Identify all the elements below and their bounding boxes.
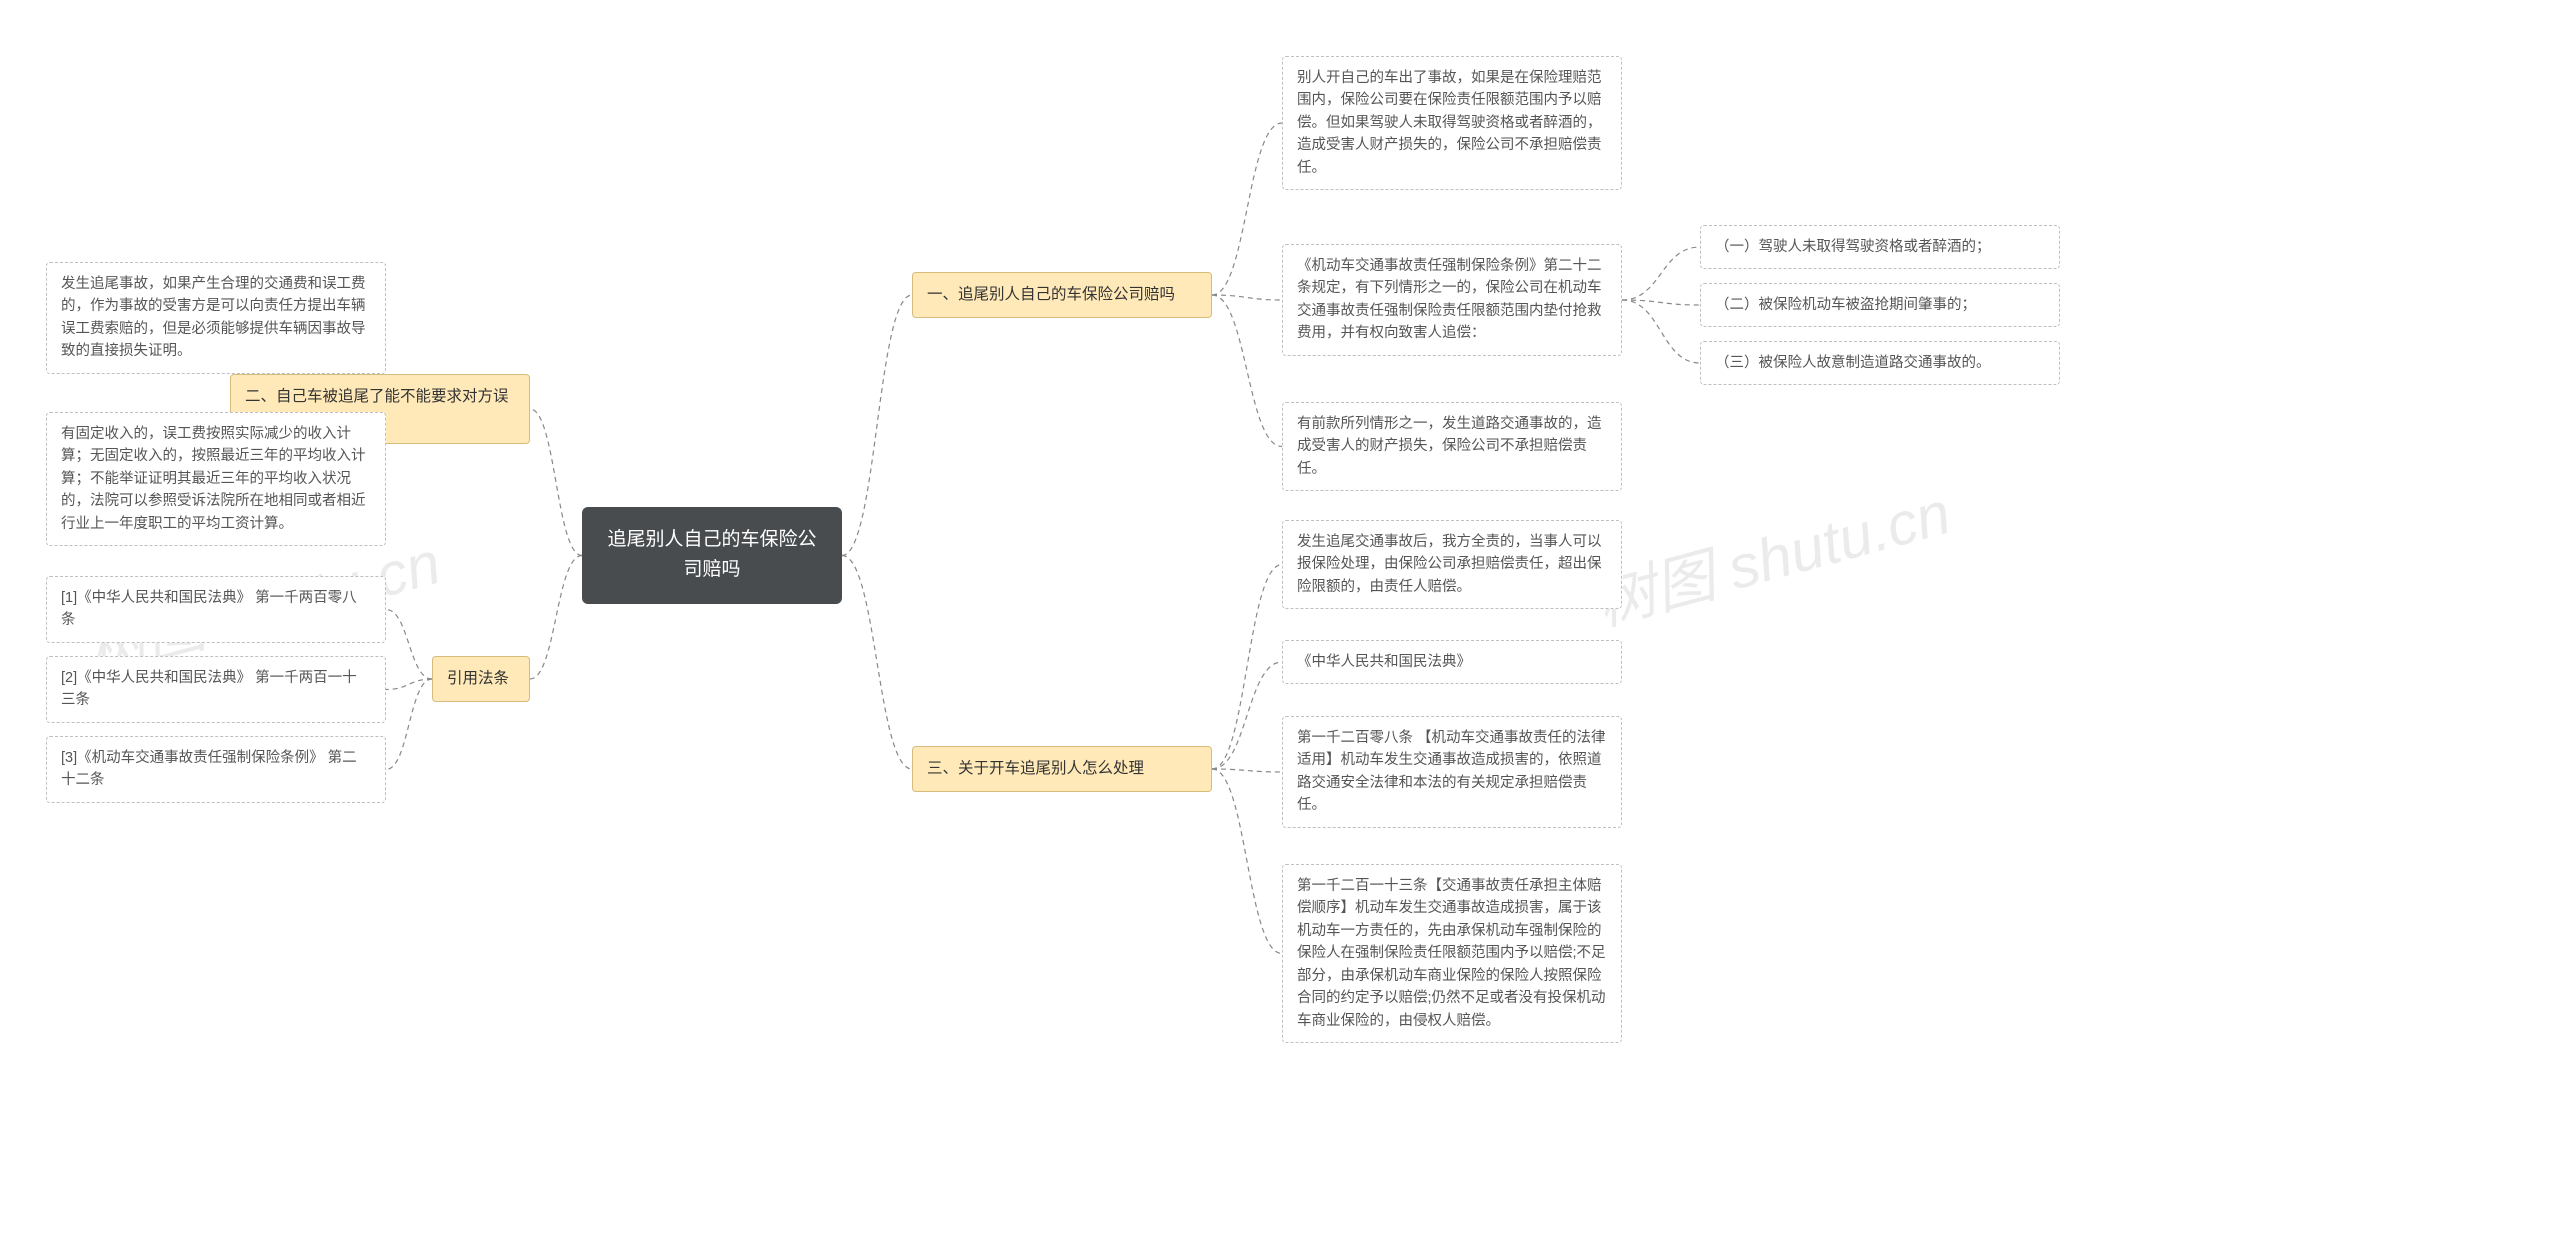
root-node: 追尾别人自己的车保险公司赔吗 — [582, 507, 842, 604]
leaf-1b-3: （三）被保险人故意制造道路交通事故的。 — [1700, 341, 2060, 385]
leaf-ref-2: [2]《中华人民共和国民法典》 第一千两百一十三条 — [46, 656, 386, 723]
leaf-1b-2: （二）被保险机动车被盗抢期间肇事的； — [1700, 283, 2060, 327]
branch-references: 引用法条 — [432, 656, 530, 702]
leaf-ref-1: [1]《中华人民共和国民法典》 第一千两百零八条 — [46, 576, 386, 643]
leaf-2a: 发生追尾事故，如果产生合理的交通费和误工费的，作为事故的受害方是可以向责任方提出… — [46, 262, 386, 374]
leaf-3a: 发生追尾交通事故后，我方全责的，当事人可以报保险处理，由保险公司承担赔偿责任，超… — [1282, 520, 1622, 609]
branch-section-1: 一、追尾别人自己的车保险公司赔吗 — [912, 272, 1212, 318]
leaf-3d: 第一千二百一十三条【交通事故责任承担主体赔偿顺序】机动车发生交通事故造成损害，属… — [1282, 864, 1622, 1043]
leaf-1c: 有前款所列情形之一，发生道路交通事故的，造成受害人的财产损失，保险公司不承担赔偿… — [1282, 402, 1622, 491]
leaf-ref-3: [3]《机动车交通事故责任强制保险条例》 第二十二条 — [46, 736, 386, 803]
branch-section-3: 三、关于开车追尾别人怎么处理 — [912, 746, 1212, 792]
leaf-1b: 《机动车交通事故责任强制保险条例》第二十二条规定，有下列情形之一的，保险公司在机… — [1282, 244, 1622, 356]
leaf-2b: 有固定收入的，误工费按照实际减少的收入计算；无固定收入的，按照最近三年的平均收入… — [46, 412, 386, 546]
leaf-1b-1: （一）驾驶人未取得驾驶资格或者醉酒的； — [1700, 225, 2060, 269]
leaf-3c: 第一千二百零八条 【机动车交通事故责任的法律适用】机动车发生交通事故造成损害的，… — [1282, 716, 1622, 828]
leaf-1a: 别人开自己的车出了事故，如果是在保险理赔范围内，保险公司要在保险责任限额范围内予… — [1282, 56, 1622, 190]
watermark-2: 树图 shutu.cn — [1585, 464, 1959, 642]
leaf-3b: 《中华人民共和国民法典》 — [1282, 640, 1622, 684]
